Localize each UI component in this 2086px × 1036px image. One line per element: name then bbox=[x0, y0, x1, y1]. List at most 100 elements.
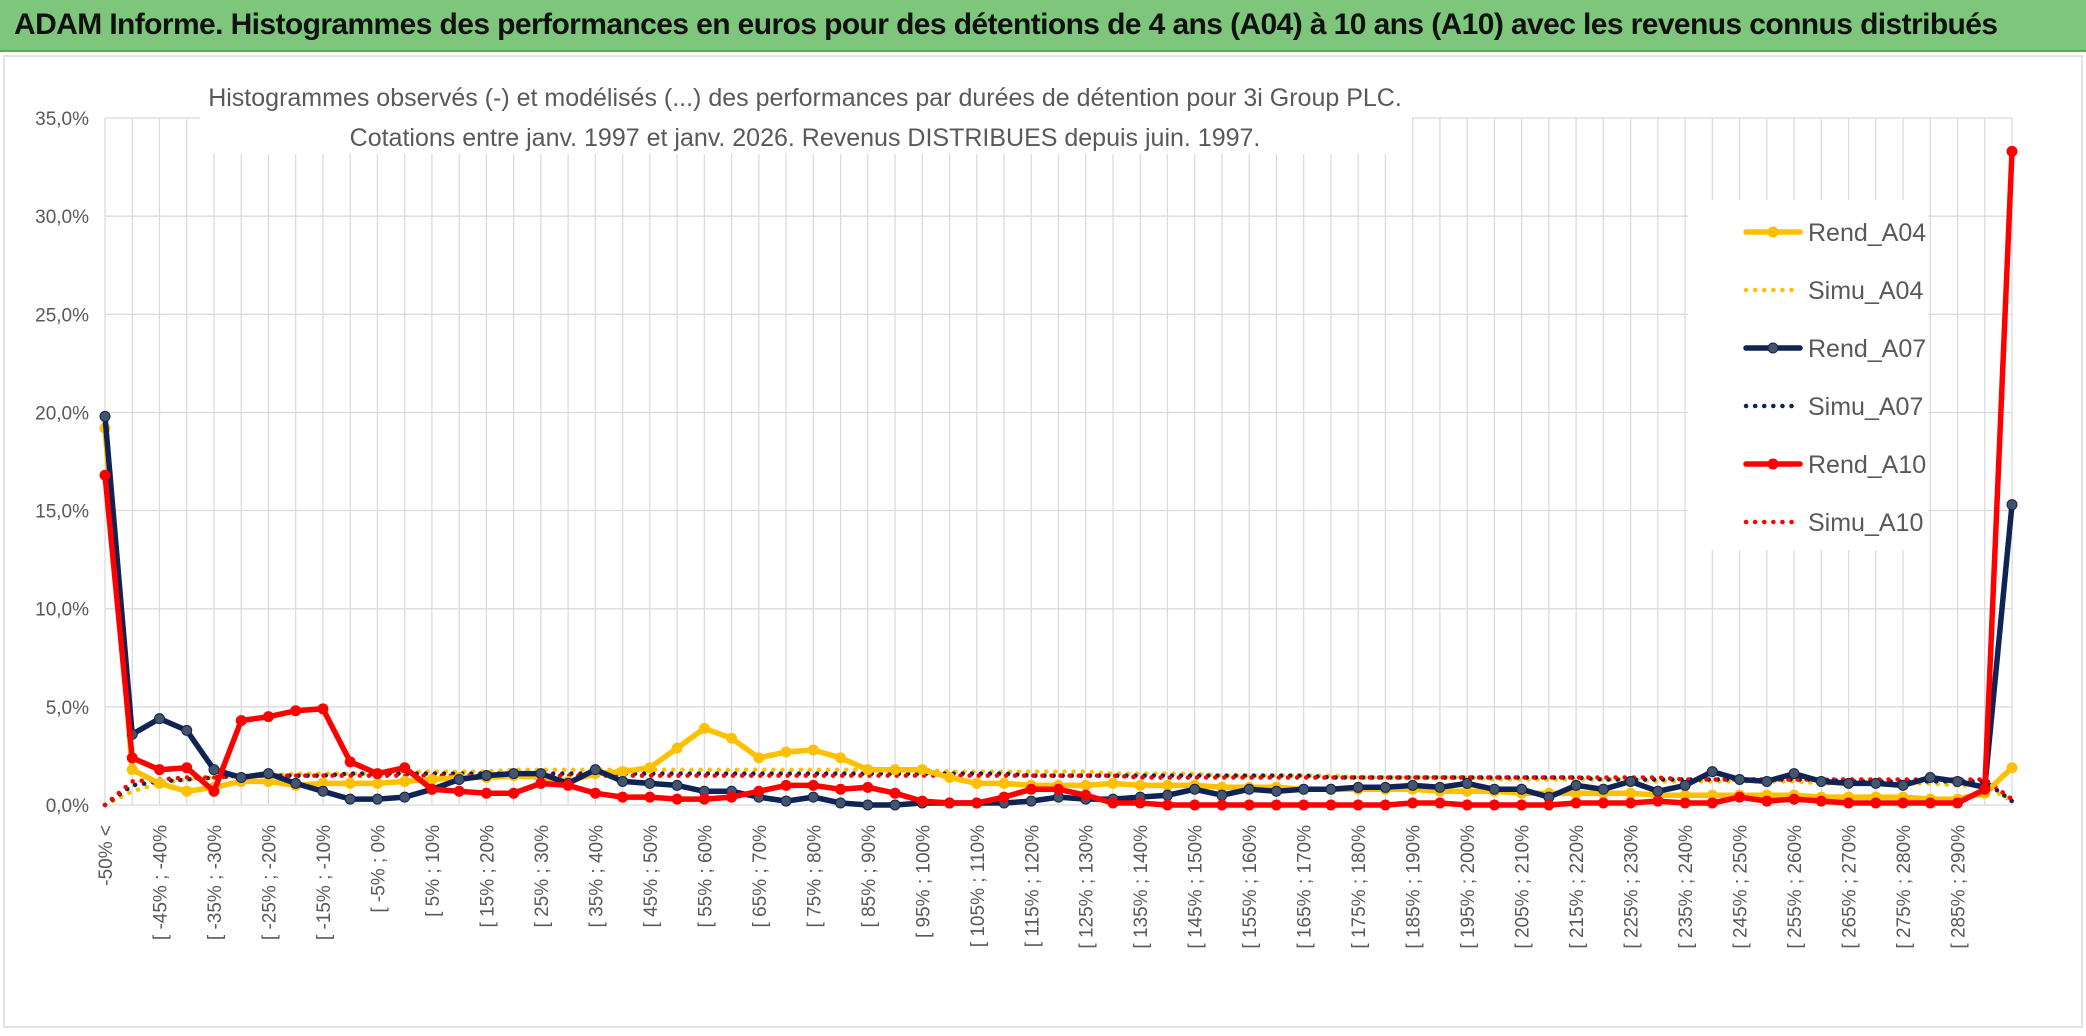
data-point bbox=[998, 791, 1010, 803]
data-point bbox=[1597, 797, 1609, 809]
legend-label: Simu_A04 bbox=[1808, 277, 1923, 305]
data-point bbox=[1516, 783, 1528, 795]
data-point bbox=[589, 787, 601, 799]
data-point bbox=[371, 777, 383, 789]
data-point bbox=[944, 797, 956, 809]
data-point bbox=[1761, 795, 1773, 807]
data-point bbox=[99, 469, 111, 481]
x-tick-label: [ 185% ; 190% bbox=[1404, 825, 1425, 949]
data-point bbox=[998, 777, 1010, 789]
series-simu-a10 bbox=[102, 773, 2015, 808]
data-point bbox=[1979, 783, 1991, 795]
chart-title-line: Histogrammes observés (-) et modélisés (… bbox=[208, 84, 1402, 112]
data-point bbox=[1461, 777, 1473, 789]
data-point bbox=[344, 756, 356, 768]
data-point bbox=[1434, 797, 1446, 809]
data-point bbox=[1107, 797, 1119, 809]
data-point bbox=[2006, 762, 2018, 774]
data-point bbox=[671, 742, 683, 754]
x-tick-label: [ 155% ; 160% bbox=[1240, 825, 1261, 949]
data-point bbox=[644, 791, 656, 803]
data-point bbox=[1625, 797, 1637, 809]
series-rend-a10 bbox=[99, 145, 2018, 811]
x-tick-label: [ 25% ; 30% bbox=[532, 825, 553, 928]
x-tick-label: [ 105% ; 110% bbox=[968, 825, 989, 947]
data-point bbox=[1652, 785, 1664, 797]
legend-marker bbox=[1767, 458, 1779, 470]
data-point bbox=[399, 791, 411, 803]
x-tick-label: [ -5% ; 0% bbox=[368, 825, 389, 913]
data-point bbox=[535, 777, 547, 789]
chart-title-line: Cotations entre janv. 1997 et janv. 2026… bbox=[350, 124, 1261, 152]
y-tick-label: 35,0% bbox=[35, 109, 89, 130]
data-point bbox=[698, 722, 710, 734]
data-point bbox=[889, 799, 901, 811]
data-point bbox=[1461, 799, 1473, 811]
x-tick-label: [ 275% ; 280% bbox=[1894, 825, 1915, 949]
legend-item: Simu_A07 bbox=[1743, 393, 1923, 421]
data-point bbox=[181, 785, 193, 797]
report-banner: ADAM Informe. Histogrammes des performan… bbox=[0, 0, 2086, 52]
data-point bbox=[262, 768, 274, 780]
x-tick-label: [ 125% ; 130% bbox=[1077, 825, 1098, 949]
data-point bbox=[1597, 783, 1609, 795]
data-point bbox=[235, 772, 247, 784]
data-point bbox=[1570, 779, 1582, 791]
data-point bbox=[807, 744, 819, 756]
data-point bbox=[480, 787, 492, 799]
data-point bbox=[1298, 799, 1310, 811]
x-tick-label: [ 285% ; 290% bbox=[1949, 825, 1970, 949]
data-point bbox=[1270, 785, 1282, 797]
x-tick-label: [ 235% ; 240% bbox=[1676, 825, 1697, 949]
x-tick-label: [ 195% ; 200% bbox=[1458, 825, 1479, 949]
data-point bbox=[807, 779, 819, 791]
legend-label: Simu_A10 bbox=[1808, 509, 1923, 537]
data-point bbox=[1298, 783, 1310, 795]
data-point bbox=[1870, 777, 1882, 789]
data-point bbox=[317, 785, 329, 797]
data-point bbox=[1870, 797, 1882, 809]
data-point bbox=[589, 764, 601, 776]
data-point bbox=[1025, 795, 1037, 807]
legend-label: Rend_A04 bbox=[1808, 219, 1926, 247]
x-tick-label: [ 65% ; 70% bbox=[750, 825, 771, 928]
legend-label: Rend_A07 bbox=[1808, 335, 1926, 363]
data-point bbox=[1379, 781, 1391, 793]
data-point bbox=[1325, 783, 1337, 795]
data-point bbox=[835, 752, 847, 764]
x-tick-label: [ 55% ; 60% bbox=[695, 825, 716, 928]
x-tick-label: [ 135% ; 140% bbox=[1131, 825, 1152, 949]
x-tick-label: [ 225% ; 230% bbox=[1622, 825, 1643, 949]
legend-item: Rend_A04 bbox=[1743, 219, 1926, 247]
chart-svg: Histogrammes observés (-) et modélisés (… bbox=[3, 55, 2083, 1028]
report-title: ADAM Informe. Histogrammes des performan… bbox=[14, 8, 1998, 41]
data-point bbox=[1897, 797, 1909, 809]
data-point bbox=[290, 777, 302, 789]
data-point bbox=[1080, 789, 1092, 801]
data-point bbox=[508, 787, 520, 799]
x-tick-label: [ -25% ; -20% bbox=[259, 825, 280, 940]
data-point bbox=[153, 777, 165, 789]
data-point bbox=[371, 793, 383, 805]
data-point bbox=[1488, 783, 1500, 795]
x-tick-label: [ 75% ; 80% bbox=[804, 825, 825, 928]
data-point bbox=[1706, 797, 1718, 809]
data-point bbox=[290, 705, 302, 717]
data-point bbox=[1053, 783, 1064, 795]
data-point bbox=[1025, 783, 1037, 795]
y-tick-label: 5,0% bbox=[46, 698, 89, 719]
data-point bbox=[862, 781, 874, 793]
data-point bbox=[1243, 783, 1255, 795]
data-point bbox=[1243, 799, 1255, 811]
data-point bbox=[126, 752, 138, 764]
data-point bbox=[617, 791, 629, 803]
series-line bbox=[102, 773, 2015, 808]
data-point bbox=[780, 746, 792, 758]
data-point bbox=[1897, 779, 1909, 791]
data-point bbox=[862, 764, 874, 776]
data-point bbox=[835, 783, 847, 795]
data-point bbox=[1134, 797, 1146, 809]
data-point bbox=[1161, 789, 1173, 801]
data-point bbox=[1815, 795, 1827, 807]
data-point bbox=[1543, 799, 1555, 811]
